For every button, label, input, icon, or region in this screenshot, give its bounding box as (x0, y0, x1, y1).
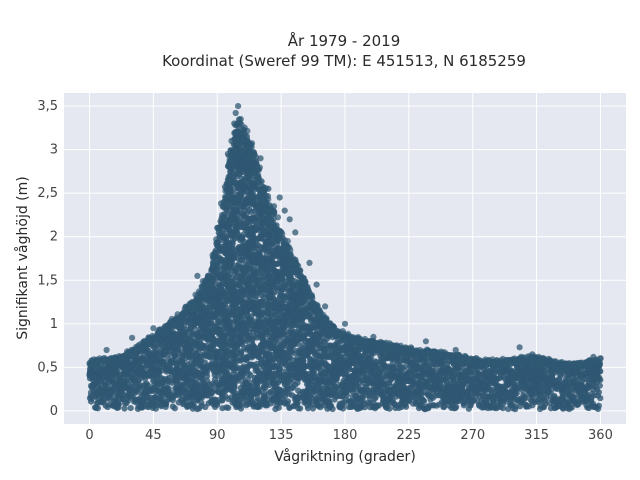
data-point (152, 405, 159, 412)
data-point (162, 403, 169, 410)
points-layer (86, 103, 604, 413)
data-point (127, 405, 134, 412)
data-point (386, 405, 393, 412)
data-point (329, 405, 336, 413)
data-point (139, 398, 146, 405)
data-point (119, 391, 127, 398)
data-point (225, 404, 232, 411)
data-point (228, 260, 235, 267)
data-point (139, 404, 146, 411)
data-point (171, 405, 178, 412)
data-point (121, 405, 128, 412)
data-point (203, 373, 211, 380)
data-point (229, 240, 236, 247)
data-point (115, 401, 122, 408)
data-point (343, 392, 350, 399)
data-point (94, 405, 101, 412)
data-point (187, 346, 194, 354)
data-point (165, 385, 172, 392)
data-point (297, 405, 304, 412)
